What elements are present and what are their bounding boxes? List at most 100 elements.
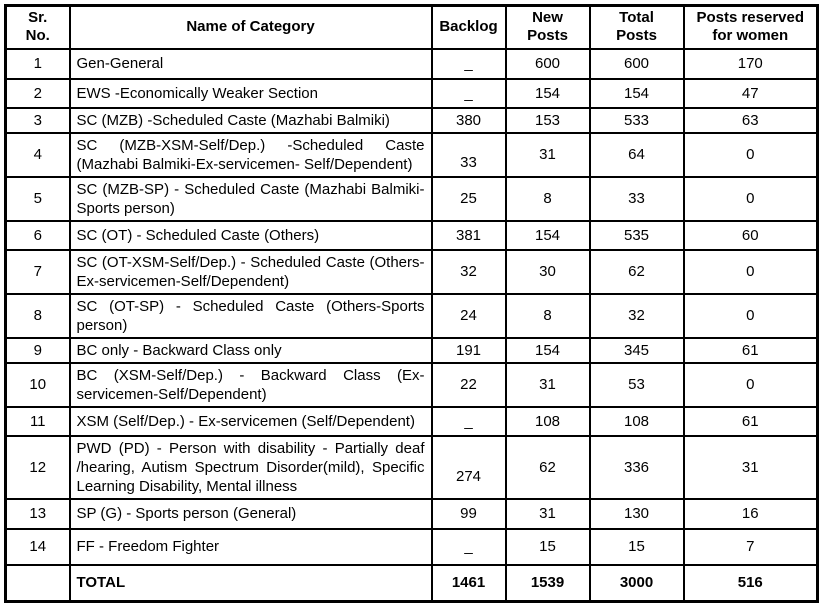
cell-category-name: XSM (Self/Dep.) - Ex-servicemen (Self/De… bbox=[68, 405, 433, 437]
cell-total-backlog: 1461 bbox=[430, 563, 507, 603]
cell-total-posts: 64 bbox=[588, 131, 685, 178]
cell-sr-no: 9 bbox=[4, 336, 71, 364]
cell-new-posts: 154 bbox=[504, 77, 591, 109]
cell-sr-no: 12 bbox=[4, 434, 71, 500]
cell-category-name: SC (OT-SP) - Scheduled Caste (Others-Spo… bbox=[68, 292, 433, 339]
cell-sr-no: 4 bbox=[4, 131, 71, 178]
cell-sr-no: 2 bbox=[4, 77, 71, 109]
cell-category-name: SC (OT-XSM-Self/Dep.) - Scheduled Caste … bbox=[68, 248, 433, 295]
cell-total-posts: 130 bbox=[588, 497, 685, 530]
cell-posts-women: 31 bbox=[682, 434, 819, 500]
cell-category-name: SC (MZB) -Scheduled Caste (Mazhabi Balmi… bbox=[68, 106, 433, 134]
cell-posts-women: 0 bbox=[682, 248, 819, 295]
cell-sr-no: 7 bbox=[4, 248, 71, 295]
cell-posts-women: 0 bbox=[682, 175, 819, 222]
cell-total-posts: 345 bbox=[588, 336, 685, 364]
posts-table: Sr. No. Name of Category Backlog New Pos… bbox=[4, 4, 819, 603]
cell-total-posts-women: 516 bbox=[682, 563, 819, 603]
cell-total-posts: 108 bbox=[588, 405, 685, 437]
table-row: 1 Gen-General _ 600 600 170 bbox=[4, 47, 819, 80]
table-row: 9 BC only - Backward Class only 191 154 … bbox=[4, 336, 819, 364]
cell-sr-no: 5 bbox=[4, 175, 71, 222]
cell-new-posts: 31 bbox=[504, 361, 591, 408]
cell-backlog: _ bbox=[430, 527, 507, 566]
table-body: 1 Gen-General _ 600 600 170 2 EWS -Econo… bbox=[4, 47, 819, 603]
cell-category-name: SC (OT) - Scheduled Caste (Others) bbox=[68, 219, 433, 251]
cell-sr-no: 8 bbox=[4, 292, 71, 339]
cell-total-new-posts: 1539 bbox=[504, 563, 591, 603]
cell-total-posts: 33 bbox=[588, 175, 685, 222]
table-row: 7 SC (OT-XSM-Self/Dep.) - Scheduled Cast… bbox=[4, 248, 819, 295]
table-row: 11 XSM (Self/Dep.) - Ex-servicemen (Self… bbox=[4, 405, 819, 437]
cell-new-posts: 600 bbox=[504, 47, 591, 80]
cell-total-posts: 53 bbox=[588, 361, 685, 408]
cell-category-name: PWD (PD) - Person with disability - Part… bbox=[68, 434, 433, 500]
cell-posts-women: 47 bbox=[682, 77, 819, 109]
table-row: 14 FF - Freedom Fighter _ 15 15 7 bbox=[4, 527, 819, 566]
cell-new-posts: 31 bbox=[504, 131, 591, 178]
cell-total-posts: 533 bbox=[588, 106, 685, 134]
table-row: 8 SC (OT-SP) - Scheduled Caste (Others-S… bbox=[4, 292, 819, 339]
cell-category-name: FF - Freedom Fighter bbox=[68, 527, 433, 566]
cell-category-name: BC (XSM-Self/Dep.) - Backward Class (Ex-… bbox=[68, 361, 433, 408]
cell-category-name: SC (MZB-XSM-Self/Dep.) -Scheduled Caste … bbox=[68, 131, 433, 178]
cell-category-name: BC only - Backward Class only bbox=[68, 336, 433, 364]
cell-backlog: 191 bbox=[430, 336, 507, 364]
cell-sr-no: 1 bbox=[4, 47, 71, 80]
cell-sr-no: 6 bbox=[4, 219, 71, 251]
cell-new-posts: 8 bbox=[504, 292, 591, 339]
cell-backlog: 24 bbox=[430, 292, 507, 339]
table-total-row: TOTAL 1461 1539 3000 516 bbox=[4, 563, 819, 603]
cell-backlog: 380 bbox=[430, 106, 507, 134]
cell-sr-no: 13 bbox=[4, 497, 71, 530]
cell-new-posts: 8 bbox=[504, 175, 591, 222]
cell-total-label: TOTAL bbox=[68, 563, 433, 603]
table-row: 13 SP (G) - Sports person (General) 99 3… bbox=[4, 497, 819, 530]
cell-new-posts: 30 bbox=[504, 248, 591, 295]
cell-new-posts: 108 bbox=[504, 405, 591, 437]
cell-total-posts: 32 bbox=[588, 292, 685, 339]
table-row: 12 PWD (PD) - Person with disability - P… bbox=[4, 434, 819, 500]
cell-backlog: _ bbox=[430, 77, 507, 109]
cell-total-posts: 336 bbox=[588, 434, 685, 500]
cell-category-name: EWS -Economically Weaker Section bbox=[68, 77, 433, 109]
cell-backlog: 33 bbox=[430, 131, 507, 178]
cell-posts-women: 170 bbox=[682, 47, 819, 80]
cell-backlog: 25 bbox=[430, 175, 507, 222]
cell-category-name: SC (MZB-SP) - Scheduled Caste (Mazhabi B… bbox=[68, 175, 433, 222]
cell-posts-women: 7 bbox=[682, 527, 819, 566]
cell-total-posts: 535 bbox=[588, 219, 685, 251]
table-row: 4 SC (MZB-XSM-Self/Dep.) -Scheduled Cast… bbox=[4, 131, 819, 178]
cell-new-posts: 31 bbox=[504, 497, 591, 530]
cell-backlog: _ bbox=[430, 405, 507, 437]
cell-new-posts: 154 bbox=[504, 336, 591, 364]
header-row: Sr. No. Name of Category Backlog New Pos… bbox=[4, 4, 819, 50]
cell-backlog: 32 bbox=[430, 248, 507, 295]
cell-total-total-posts: 3000 bbox=[588, 563, 685, 603]
cell-total-sr-empty bbox=[4, 563, 71, 603]
cell-total-posts: 154 bbox=[588, 77, 685, 109]
cell-sr-no: 14 bbox=[4, 527, 71, 566]
cell-backlog: 274 bbox=[430, 434, 507, 500]
cell-category-name: SP (G) - Sports person (General) bbox=[68, 497, 433, 530]
cell-category-name: Gen-General bbox=[68, 47, 433, 80]
cell-posts-women: 0 bbox=[682, 131, 819, 178]
col-header-backlog: Backlog bbox=[430, 4, 507, 50]
cell-sr-no: 11 bbox=[4, 405, 71, 437]
cell-posts-women: 63 bbox=[682, 106, 819, 134]
cell-total-posts: 62 bbox=[588, 248, 685, 295]
cell-backlog: 381 bbox=[430, 219, 507, 251]
col-header-sr-no: Sr. No. bbox=[4, 4, 71, 50]
cell-posts-women: 61 bbox=[682, 336, 819, 364]
cell-posts-women: 0 bbox=[682, 292, 819, 339]
cell-total-posts: 15 bbox=[588, 527, 685, 566]
cell-total-posts: 600 bbox=[588, 47, 685, 80]
cell-new-posts: 62 bbox=[504, 434, 591, 500]
table-row: 2 EWS -Economically Weaker Section _ 154… bbox=[4, 77, 819, 109]
table-row: 5 SC (MZB-SP) - Scheduled Caste (Mazhabi… bbox=[4, 175, 819, 222]
col-header-posts-reserved-women: Posts reserved for women bbox=[682, 4, 819, 50]
cell-new-posts: 154 bbox=[504, 219, 591, 251]
cell-backlog: _ bbox=[430, 47, 507, 80]
cell-posts-women: 61 bbox=[682, 405, 819, 437]
